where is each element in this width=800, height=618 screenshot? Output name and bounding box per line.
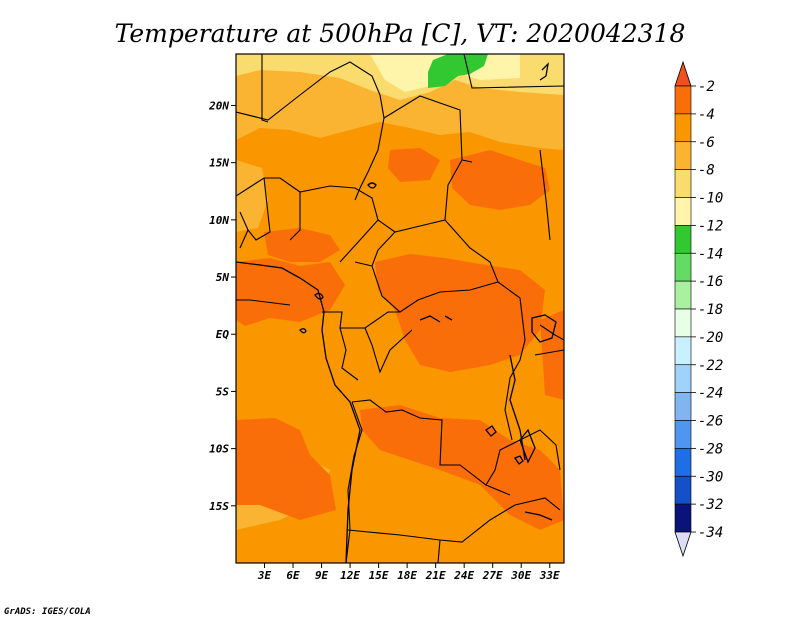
temperature-field-warm-gulf <box>236 258 345 326</box>
x-axis: 3E 6E 9E 12E 15E 18E 21E 24E 27E 30E 33E <box>257 563 560 582</box>
colorbar-swatch <box>674 336 692 366</box>
x-tick-label: 24E <box>453 569 474 582</box>
colorbar-swatch <box>674 475 692 505</box>
x-tick-label: 33E <box>539 569 560 582</box>
y-tick-label: 20N <box>208 99 229 112</box>
colorbar-swatch <box>674 280 692 310</box>
colorbar-swatch <box>674 225 692 254</box>
colorbar-swatch <box>674 141 692 170</box>
map-frame <box>235 53 565 564</box>
colorbar-swatch <box>674 420 692 449</box>
temperature-field-warm-south-central <box>360 405 564 530</box>
colorbar-label: -16 <box>698 274 723 290</box>
x-tick-label: 18E <box>397 569 417 582</box>
colorbar-label: -4 <box>698 107 715 123</box>
chart-title: Temperature at 500hPa [C], VT: 202004231… <box>115 19 686 48</box>
colorbar-label: -18 <box>698 302 723 318</box>
colorbar-label: -20 <box>698 330 723 346</box>
colorbar-label: -14 <box>698 246 723 262</box>
colorbar-swatch <box>674 364 692 393</box>
colorbar-swatch <box>674 308 692 338</box>
temperature-field-cool-west <box>236 160 268 232</box>
colorbar-label: -34 <box>698 525 723 541</box>
colorbar-label: -32 <box>698 497 723 513</box>
y-tick-label: 10S <box>209 443 229 456</box>
x-tick-label: 6E <box>286 569 300 582</box>
y-tick-label: 10N <box>209 214 229 227</box>
colorbar-label: -24 <box>698 386 723 402</box>
y-tick-label: EQ <box>216 328 230 341</box>
y-tick-label: 15S <box>209 500 229 513</box>
colorbar-swatch <box>674 448 692 477</box>
colorbar-label: -28 <box>698 441 723 457</box>
temperature-field-warm-west-sahel <box>264 228 340 262</box>
y-tick-label: 5N <box>216 271 230 284</box>
colorbar: -2 -4 -6 -8 -10 -12 -14 -16 -18 -20 -22 -24 -26 -28 -3… <box>674 60 723 558</box>
y-axis: 20N 15N 10N 5N EQ 5S 10S 15S <box>208 99 236 513</box>
country-borders <box>236 54 564 563</box>
x-tick-label: 21E <box>425 569 446 582</box>
x-tick-label: 27E <box>482 569 503 582</box>
colorbar-swatch <box>674 197 692 226</box>
y-tick-label: 15N <box>209 157 229 170</box>
colorbar-label: -8 <box>698 163 715 179</box>
colorbar-swatch <box>674 503 692 533</box>
colorbar-label: -6 <box>698 135 715 151</box>
colorbar-label: -2 <box>698 79 715 95</box>
temperature-field-warm-southwest <box>236 418 336 520</box>
temperature-field-green <box>428 54 488 88</box>
grads-credit: GrADS: IGES/COLA <box>4 607 91 617</box>
x-tick-label: 9E <box>315 569 329 582</box>
colorbar-swatch <box>674 113 692 143</box>
x-tick-label: 30E <box>510 569 531 582</box>
x-tick-label: 3E <box>257 569 272 582</box>
x-tick-label: 15E <box>369 569 389 582</box>
colorbar-bottom-triangle <box>674 531 692 558</box>
x-tick-label: 12E <box>340 569 360 582</box>
map-area <box>236 54 564 563</box>
colorbar-label: -26 <box>698 414 723 430</box>
colorbar-swatch <box>674 85 692 115</box>
temperature-field-warm-north <box>388 148 440 182</box>
temperature-field-warm-central <box>375 254 545 372</box>
colorbar-swatch <box>674 252 692 282</box>
colorbar-swatch <box>674 392 692 421</box>
temperature-field-warm-east <box>540 310 564 400</box>
colorbar-top-triangle <box>674 60 692 87</box>
colorbar-label: -22 <box>698 358 723 374</box>
colorbar-label: -30 <box>698 469 723 485</box>
colorbar-label: -12 <box>698 218 723 234</box>
colorbar-swatch <box>674 169 692 198</box>
colorbar-label: -10 <box>698 191 723 207</box>
y-tick-label: 5S <box>216 385 230 398</box>
coastline <box>236 62 557 563</box>
temperature-field-warm-northeast <box>450 150 550 210</box>
